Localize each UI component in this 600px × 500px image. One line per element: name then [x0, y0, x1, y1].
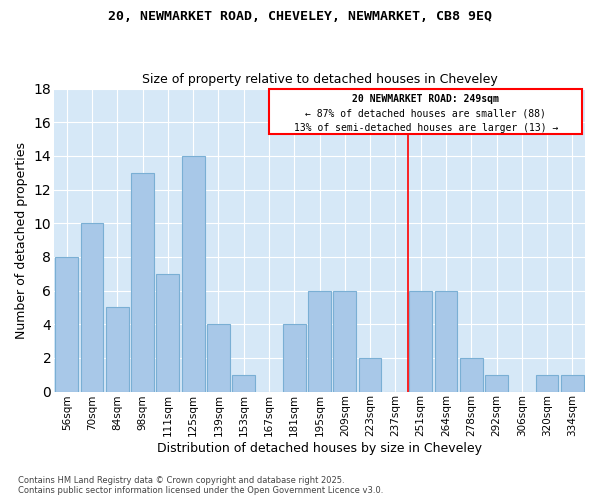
Text: ← 87% of detached houses are smaller (88): ← 87% of detached houses are smaller (88… [305, 108, 546, 118]
Bar [359, 358, 382, 392]
Y-axis label: Number of detached properties: Number of detached properties [15, 142, 28, 338]
Bar [283, 324, 305, 392]
Text: Contains HM Land Registry data © Crown copyright and database right 2025.
Contai: Contains HM Land Registry data © Crown c… [18, 476, 383, 495]
Bar [561, 374, 584, 392]
Bar [485, 374, 508, 392]
Bar [334, 290, 356, 392]
Bar [207, 324, 230, 392]
Bar [157, 274, 179, 392]
Bar [182, 156, 205, 392]
Bar [409, 290, 432, 392]
Bar [269, 88, 583, 134]
Bar [55, 257, 78, 392]
Text: 13% of semi-detached houses are larger (13) →: 13% of semi-detached houses are larger (… [293, 122, 558, 132]
Bar [106, 308, 128, 392]
Bar [232, 374, 255, 392]
X-axis label: Distribution of detached houses by size in Cheveley: Distribution of detached houses by size … [157, 442, 482, 455]
Text: 20, NEWMARKET ROAD, CHEVELEY, NEWMARKET, CB8 9EQ: 20, NEWMARKET ROAD, CHEVELEY, NEWMARKET,… [108, 10, 492, 23]
Bar [131, 172, 154, 392]
Title: Size of property relative to detached houses in Cheveley: Size of property relative to detached ho… [142, 73, 497, 86]
Bar [536, 374, 559, 392]
Bar [80, 223, 103, 392]
Bar [434, 290, 457, 392]
Text: 20 NEWMARKET ROAD: 249sqm: 20 NEWMARKET ROAD: 249sqm [352, 94, 499, 104]
Bar [460, 358, 482, 392]
Bar [308, 290, 331, 392]
